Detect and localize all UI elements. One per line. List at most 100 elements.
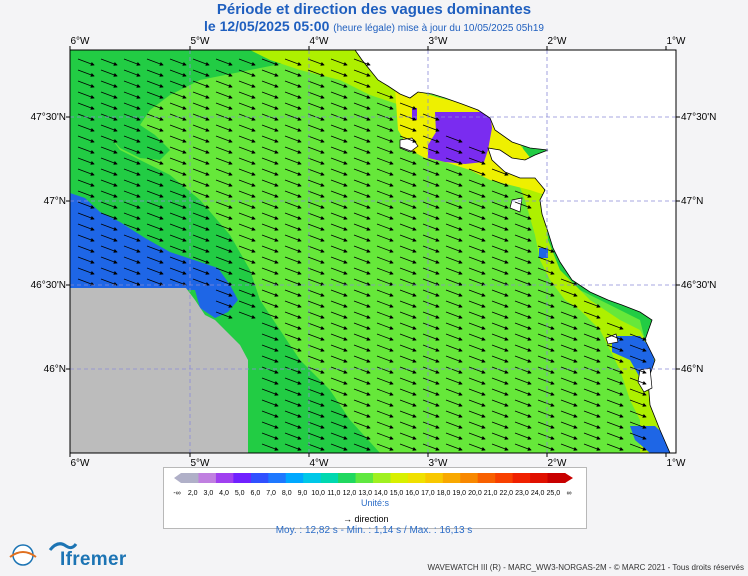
direction-arrow: [468, 201, 486, 209]
direction-arrow: [445, 355, 463, 363]
direction-arrow: [468, 432, 486, 440]
direction-arrow: [445, 212, 463, 220]
direction-arrow: [606, 421, 624, 429]
direction-arrow: [376, 388, 394, 396]
direction-arrow: [261, 421, 279, 429]
direction-arrow: [491, 421, 509, 429]
lon-label-top: 6°W: [71, 36, 91, 47]
direction-arrow: [215, 102, 233, 110]
direction-arrow: [422, 300, 440, 308]
direction-arrow: [330, 333, 348, 341]
direction-arrow: [330, 311, 348, 319]
direction-arrow: [560, 311, 578, 319]
direction-arrow: [422, 146, 440, 154]
direction-arrow: [376, 289, 394, 297]
lon-label-bottom: 1°W: [667, 458, 687, 469]
direction-arrow: [192, 201, 210, 209]
direction-arrow: [169, 69, 187, 77]
direction-arrow: [399, 179, 417, 187]
direction-arrow: [284, 201, 302, 209]
direction-arrow: [77, 201, 95, 209]
colorbar-swatch: [407, 473, 426, 483]
direction-arrow: [146, 256, 164, 264]
direction-arrow: [146, 201, 164, 209]
direction-arrow: [399, 190, 417, 198]
direction-arrow: [330, 388, 348, 396]
direction-arrow: [284, 377, 302, 385]
direction-arrow: [514, 212, 532, 220]
direction-arrow: [353, 91, 371, 99]
direction-arrow: [399, 212, 417, 220]
direction-arrow: [376, 190, 394, 198]
direction-arrow: [77, 234, 95, 242]
direction-arrow: [629, 410, 647, 418]
colorbar-swatch: [512, 473, 531, 483]
direction-arrow: [445, 223, 463, 231]
direction-arrow: [422, 366, 440, 374]
direction-arrow: [100, 190, 118, 198]
direction-arrow: [399, 256, 417, 264]
direction-arrow: [261, 157, 279, 165]
direction-arrow: [146, 58, 164, 66]
statistics: Moy. : 12,82 s - Min. : 1,14 s / Max. : …: [275, 525, 473, 536]
lon-label-top: 3°W: [429, 36, 449, 47]
direction-arrow: [422, 344, 440, 352]
direction-arrow: [445, 168, 463, 176]
colorbar-label: -∞: [173, 490, 180, 497]
direction-arrow: [330, 377, 348, 385]
direction-arrow: [261, 234, 279, 242]
direction-arrow: [100, 201, 118, 209]
direction-arrow: [307, 157, 325, 165]
direction-arrow: [284, 333, 302, 341]
direction-arrow: [422, 399, 440, 407]
direction-arrow: [560, 322, 578, 330]
direction-arrow: [399, 366, 417, 374]
direction-arrow: [514, 443, 532, 451]
direction-arrow: [192, 80, 210, 88]
direction-arrow: [629, 388, 647, 396]
direction-arrow: [330, 410, 348, 418]
direction-arrow: [537, 443, 555, 451]
direction-arrow: [123, 179, 141, 187]
direction-arrow: [353, 388, 371, 396]
zone-no-data: [70, 288, 248, 453]
lat-label-left: 46°N: [44, 364, 66, 375]
direction-arrow: [583, 443, 601, 451]
direction-arrow: [330, 146, 348, 154]
direction-arrow: [514, 377, 532, 385]
lon-label-top: 1°W: [667, 36, 687, 47]
direction-arrow: [399, 399, 417, 407]
direction-arrow: [307, 366, 325, 374]
direction-arrow: [307, 69, 325, 77]
direction-arrow: [238, 223, 256, 231]
colorbar-label: 2,0: [188, 490, 198, 497]
direction-arrow: [307, 388, 325, 396]
direction-arrow: [514, 267, 532, 275]
direction-arrow: [468, 399, 486, 407]
land: [354, 50, 676, 453]
direction-arrow: [399, 157, 417, 165]
direction-arrow: [307, 245, 325, 253]
direction-arrow: [330, 212, 348, 220]
direction-arrow: [583, 399, 601, 407]
direction-arrow: [445, 267, 463, 275]
direction-arrow: [468, 333, 486, 341]
direction-arrow: [284, 91, 302, 99]
direction-arrow: [422, 223, 440, 231]
direction-arrow: [491, 212, 509, 220]
direction-arrow: [376, 421, 394, 429]
direction-arrow: [100, 146, 118, 154]
direction-arrow: [100, 135, 118, 143]
direction-arrow: [445, 234, 463, 242]
lon-label-bottom: 2°W: [548, 458, 568, 469]
direction-arrow: [238, 256, 256, 264]
zone-blue-south: [630, 426, 676, 453]
direction-arrow: [560, 399, 578, 407]
direction-arrow: [514, 201, 532, 209]
axis-labels: 6°W 6°W 5°W 5°W 4°W 4°W 3°W 3°W 2°W 2°W 1°W 1°W 47°3…: [31, 36, 717, 469]
direction-arrow: [468, 146, 486, 154]
colorbar-swatch: [250, 473, 269, 483]
direction-arrow: [284, 168, 302, 176]
direction-arrow: [330, 322, 348, 330]
